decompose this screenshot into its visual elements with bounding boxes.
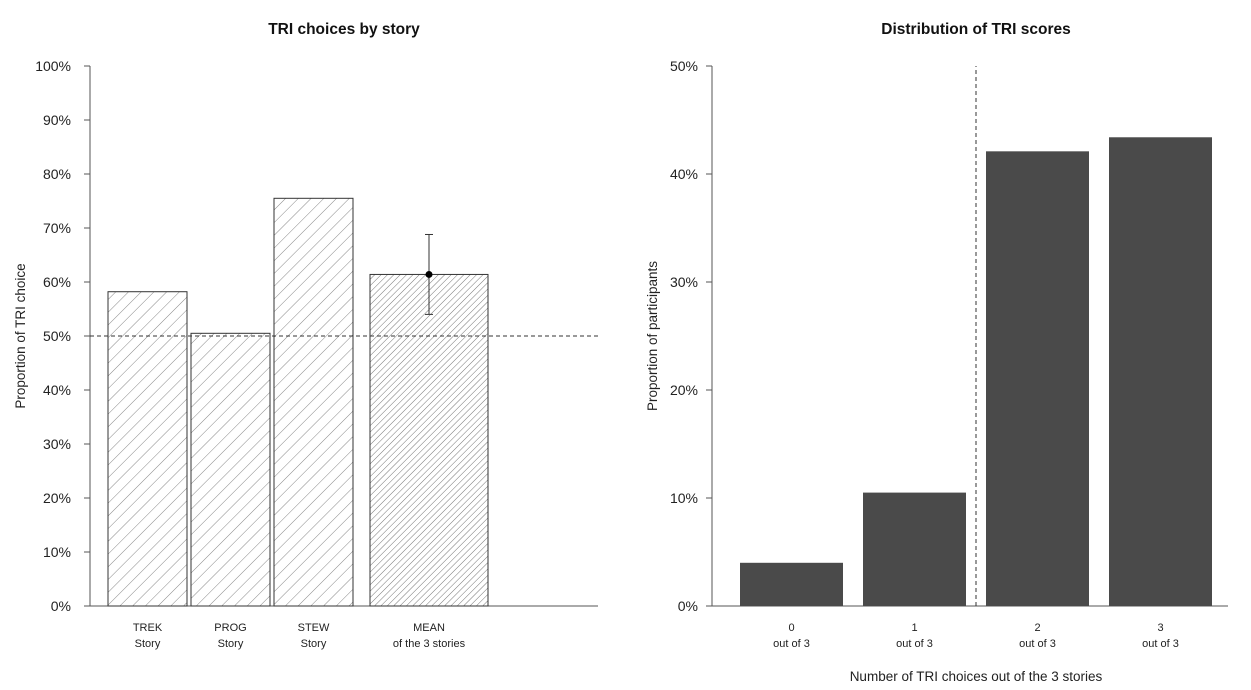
right-x-tick-sublabel: out of 3 (1142, 638, 1179, 650)
left-y-tick-label: 40% (43, 382, 71, 398)
left-y-tick-label: 90% (43, 112, 71, 128)
mean-point (425, 270, 433, 278)
left-y-tick-label: 70% (43, 220, 71, 236)
right-x-tick-sublabel: out of 3 (896, 638, 933, 650)
left-bar (107, 291, 188, 607)
right-y-axis-label: Proportion of participants (645, 261, 660, 411)
right-bar (740, 562, 843, 606)
left-bar (190, 332, 271, 607)
left-y-tick-label: 50% (43, 328, 71, 344)
left-y-tick-label: 60% (43, 274, 71, 290)
right-x-tick-label: 3 (1157, 622, 1163, 634)
left-y-tick-label: 10% (43, 544, 71, 560)
left-chart-title: TRI choices by story (268, 21, 420, 38)
left-x-tick-label: MEAN (413, 622, 445, 634)
left-x-tick-label: STEW (298, 622, 330, 634)
left-x-tick-sublabel: Story (135, 638, 161, 650)
right-x-tick-label: 2 (1034, 622, 1040, 634)
right-x-tick-sublabel: out of 3 (1019, 638, 1056, 650)
left-y-axis-label: Proportion of TRI choice (13, 263, 28, 408)
left-y-tick-label: 0% (51, 598, 71, 614)
right-y-tick-label: 30% (670, 274, 698, 290)
right-chart-title: Distribution of TRI scores (881, 21, 1070, 38)
right-y-tick-label: 10% (670, 490, 698, 506)
right-chart: Distribution of TRI scores 0% 10% 20% 30% 40%… (645, 21, 1228, 684)
right-x-tick-label: 1 (911, 622, 917, 634)
left-x-tick-sublabel: of the 3 stories (393, 638, 466, 650)
left-bar (369, 273, 489, 607)
right-bar (1109, 137, 1212, 606)
right-bar (986, 151, 1089, 606)
right-y-tick-label: 40% (670, 166, 698, 182)
left-x-tick-sublabel: Story (301, 638, 327, 650)
left-y-tick-label: 20% (43, 490, 71, 506)
left-x-tick-label: PROG (214, 622, 246, 634)
left-x-tick-label: TREK (133, 622, 163, 634)
left-x-tick-sublabel: Story (218, 638, 244, 650)
right-bar (863, 492, 966, 606)
left-bar (273, 197, 354, 607)
left-y-tick-label: 100% (35, 58, 71, 74)
right-x-tick-label: 0 (788, 622, 794, 634)
right-y-tick-label: 50% (670, 58, 698, 74)
right-y-tick-label: 0% (678, 598, 698, 614)
right-x-tick-sublabel: out of 3 (773, 638, 810, 650)
right-x-axis-label: Number of TRI choices out of the 3 stori… (850, 669, 1103, 684)
left-y-tick-label: 80% (43, 166, 71, 182)
left-chart: TRI choices by story 0% 10% 20% 30% 40% 50% 60%… (13, 21, 598, 650)
right-y-tick-label: 20% (670, 382, 698, 398)
left-y-tick-label: 30% (43, 436, 71, 452)
